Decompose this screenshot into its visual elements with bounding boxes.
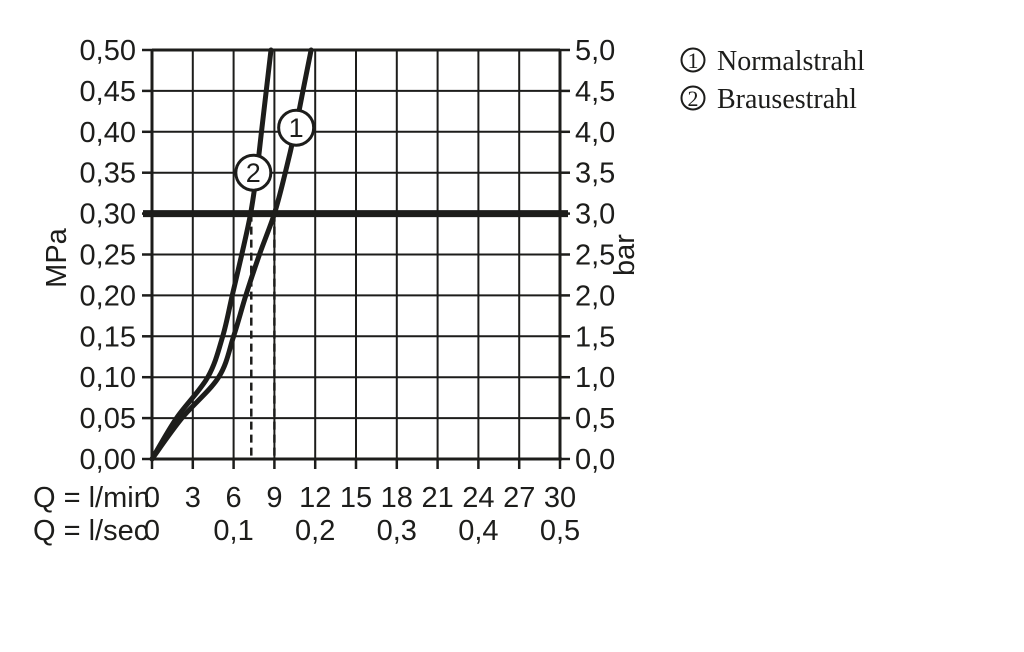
curve-badge-circle-1 <box>277 108 316 147</box>
x-axis-lmin-unit-label: Q = l/min <box>33 482 150 514</box>
chart-plot-area: 0,000,050,100,150,200,250,300,350,400,45… <box>80 35 616 547</box>
legend-symbol-2: 2 <box>688 86 699 111</box>
tick-label-bar: 2,5 <box>575 240 615 272</box>
legend: 1 Normalstrahl 2 Brausestrahl <box>680 46 865 115</box>
tick-label-bar: 3,0 <box>575 199 615 231</box>
tick-label-bar: 5,0 <box>575 35 615 67</box>
curve-badge-number-2: 2 <box>246 158 261 188</box>
legend-label-brausestrahl: Brausestrahl <box>717 84 857 115</box>
tick-label-bar: 1,0 <box>575 362 615 394</box>
tick-label-bar: 0,5 <box>575 403 615 435</box>
tick-label-bar: 4,5 <box>575 76 615 108</box>
tick-label-mpa: 0,10 <box>80 362 136 394</box>
legend-item-brausestrahl: 2 Brausestrahl <box>680 84 857 115</box>
tick-label-mpa: 0,30 <box>80 199 136 231</box>
tick-label-bar: 2,0 <box>575 280 615 312</box>
tick-label-lmin: 3 <box>185 482 201 514</box>
tick-label-mpa: 0,40 <box>80 117 136 149</box>
tick-label-lmin: 12 <box>299 482 331 514</box>
curve-badge-number-1: 1 <box>289 113 304 143</box>
tick-label-mpa: 0,00 <box>80 444 136 476</box>
y-axis-right-unit-label: bar <box>609 234 641 276</box>
tick-label-mpa: 0,05 <box>80 403 136 435</box>
tick-label-mpa: 0,45 <box>80 76 136 108</box>
tick-label-bar: 1,5 <box>575 321 615 353</box>
tick-label-lmin: 27 <box>503 482 535 514</box>
curve-brausestrahl <box>149 47 274 462</box>
tick-label-lmin: 9 <box>266 482 282 514</box>
tick-label-bar: 4,0 <box>575 117 615 149</box>
tick-label-lsec: 0,4 <box>458 515 498 547</box>
x-axis-lsec-unit-label: Q = l/sec <box>33 515 148 547</box>
tick-label-lsec: 0,1 <box>213 515 253 547</box>
tick-label-lsec: 0,2 <box>295 515 335 547</box>
tick-label-mpa: 0,20 <box>80 280 136 312</box>
tick-label-lmin: 15 <box>340 482 372 514</box>
tick-label-lsec: 0,3 <box>377 515 417 547</box>
tick-label-lmin: 18 <box>381 482 413 514</box>
curve-badge-circle-2 <box>234 153 273 192</box>
tick-label-lsec: 0 <box>144 515 160 547</box>
tick-label-lmin: 24 <box>462 482 494 514</box>
tick-label-lmin: 6 <box>226 482 242 514</box>
tick-label-mpa: 0,25 <box>80 240 136 272</box>
tick-label-mpa: 0,15 <box>80 321 136 353</box>
y-axis-left-unit-label: MPa <box>41 227 73 288</box>
tick-label-lmin: 0 <box>144 482 160 514</box>
legend-item-normalstrahl: 1 Normalstrahl <box>680 46 865 77</box>
legend-symbol-circle-2 <box>680 85 706 111</box>
tick-label-lmin: 30 <box>544 482 576 514</box>
tick-label-bar: 3,5 <box>575 158 615 190</box>
tick-label-lmin: 21 <box>421 482 453 514</box>
legend-label-normalstrahl: Normalstrahl <box>717 46 865 77</box>
tick-label-mpa: 0,50 <box>80 35 136 67</box>
legend-symbol-circle-1 <box>680 47 706 73</box>
tick-label-bar: 0,0 <box>575 444 615 476</box>
tick-label-mpa: 0,35 <box>80 158 136 190</box>
tick-label-lsec: 0,5 <box>540 515 580 547</box>
legend-symbol-1: 1 <box>688 48 699 73</box>
